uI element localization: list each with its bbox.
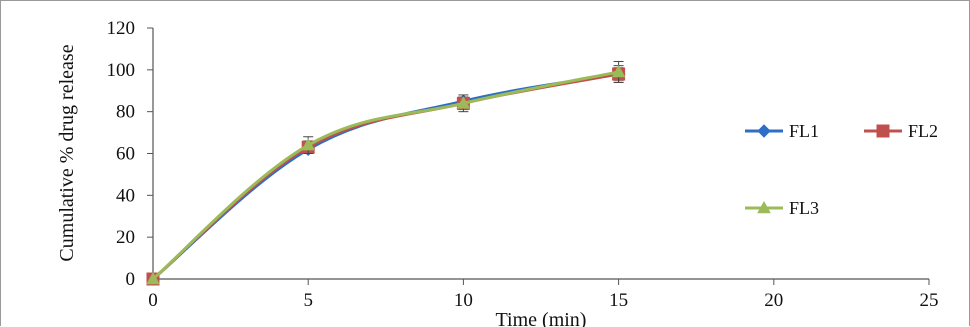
data-point <box>611 64 626 78</box>
x-tick-label: 0 <box>148 290 158 311</box>
x-axis-title: Time (min) <box>496 309 587 327</box>
x-axis-ticks: 0 5 10 15 20 25 <box>148 279 939 311</box>
y-tick-label: 60 <box>116 144 135 165</box>
legend-label: FL1 <box>789 121 819 141</box>
series-fl2 <box>146 65 626 286</box>
x-tick-label: 20 <box>764 290 783 311</box>
series-line <box>152 70 619 281</box>
x-tick-label: 5 <box>303 290 313 311</box>
y-tick-label: 20 <box>116 227 135 248</box>
y-axis-ticks: 0 20 40 60 80 100 120 <box>107 18 153 290</box>
x-tick-label: 10 <box>454 290 473 311</box>
data-point <box>301 138 316 151</box>
series-fl3 <box>146 60 626 285</box>
legend: FL1 FL2 FL3 <box>745 121 938 218</box>
legend-item-fl2: FL2 <box>864 121 938 141</box>
y-tick-label: 120 <box>107 18 136 39</box>
x-tick-label: 25 <box>920 290 939 311</box>
axes <box>152 28 929 280</box>
series-line <box>152 72 619 281</box>
data-point <box>146 271 160 285</box>
series-fl1 <box>146 67 626 286</box>
legend-label: FL2 <box>908 121 938 141</box>
y-tick-label: 80 <box>116 102 135 123</box>
plot-series <box>146 60 626 286</box>
legend-item-fl3: FL3 <box>745 198 819 218</box>
legend-marker <box>757 124 771 138</box>
series-line <box>152 72 619 281</box>
y-tick-label: 0 <box>126 269 136 290</box>
legend-marker <box>757 200 771 214</box>
y-tick-label: 40 <box>116 185 135 206</box>
legend-label: FL3 <box>789 198 819 218</box>
legend-item-fl1: FL1 <box>745 121 819 141</box>
data-point <box>456 96 471 109</box>
x-tick-label: 15 <box>609 290 628 311</box>
y-tick-label: 100 <box>107 60 136 81</box>
y-axis-title: Cumulative % drug release <box>56 44 78 261</box>
legend-marker <box>876 124 890 138</box>
